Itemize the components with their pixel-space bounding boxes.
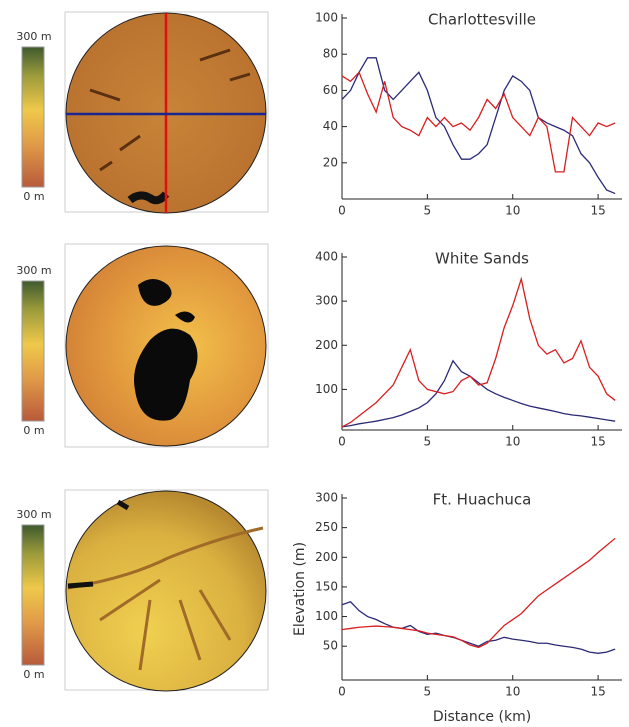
y-tick-label: 200 xyxy=(315,338,338,352)
colorbar xyxy=(21,280,45,422)
y-axis-title: Elevation (m) xyxy=(292,542,308,636)
x-tick-label: 10 xyxy=(505,435,520,449)
series-line xyxy=(341,71,616,173)
y-tick-label: 80 xyxy=(323,47,338,61)
colorbar-label: 300 m xyxy=(16,264,51,277)
terrain-shade xyxy=(127,191,170,205)
colorbar-label: 300 m xyxy=(16,508,51,521)
y-tick-label: 250 xyxy=(315,520,338,534)
colorbar-label: 0 m xyxy=(23,668,44,681)
y-tick-label: 400 xyxy=(315,250,338,264)
chart-title: Charlottesville xyxy=(428,11,536,29)
series-line xyxy=(341,57,616,195)
x-tick-label: 15 xyxy=(590,435,605,449)
terrain-shade xyxy=(89,48,251,172)
colorbar-label: 0 m xyxy=(23,424,44,437)
x-tick-label: 0 xyxy=(338,685,346,699)
terrain-shade xyxy=(67,526,264,671)
x-tick-label: 10 xyxy=(505,204,520,218)
y-tick-label: 300 xyxy=(315,294,338,308)
colorbar-label: 300 m xyxy=(16,30,51,43)
y-tick-label: 150 xyxy=(315,579,338,593)
x-tick-label: 5 xyxy=(424,204,432,218)
colorbar-label: 0 m xyxy=(23,190,44,203)
chart-title: White Sands xyxy=(435,250,529,268)
x-tick-label: 15 xyxy=(590,204,605,218)
x-tick-label: 15 xyxy=(590,685,605,699)
x-tick-label: 10 xyxy=(505,685,520,699)
x-tick-label: 5 xyxy=(424,685,432,699)
y-tick-label: 50 xyxy=(323,639,338,653)
y-tick-label: 300 xyxy=(315,491,338,505)
y-tick-label: 100 xyxy=(315,609,338,623)
series-line xyxy=(341,276,616,428)
x-tick-label: 5 xyxy=(424,435,432,449)
colorbar xyxy=(21,46,45,188)
y-tick-label: 200 xyxy=(315,550,338,564)
terrain-shade xyxy=(134,279,198,421)
series-line xyxy=(341,537,616,649)
y-tick-label: 20 xyxy=(323,155,338,169)
x-tick-label: 0 xyxy=(338,204,346,218)
terrain-shade xyxy=(67,499,130,589)
series-line xyxy=(341,600,616,654)
x-axis-title: Distance (km) xyxy=(433,709,531,725)
y-tick-label: 60 xyxy=(323,83,338,97)
maps xyxy=(64,11,269,692)
chart-title: Ft. Huachuca xyxy=(433,491,532,509)
series-line xyxy=(341,359,616,428)
terrain-map xyxy=(65,490,267,692)
y-tick-label: 40 xyxy=(323,119,338,133)
x-tick-label: 0 xyxy=(338,435,346,449)
colorbar xyxy=(21,524,45,666)
y-tick-label: 100 xyxy=(315,11,338,25)
y-tick-label: 100 xyxy=(315,382,338,396)
